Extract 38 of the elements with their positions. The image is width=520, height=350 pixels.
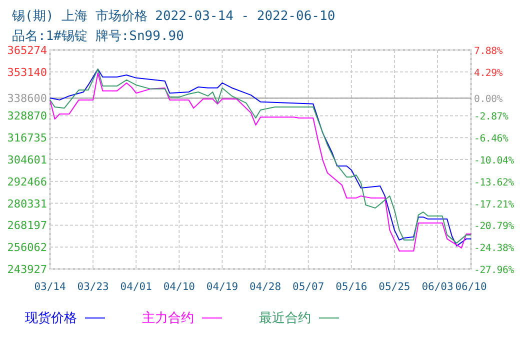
x-tick-label: 04/28 (249, 281, 282, 293)
y2-tick-label: 4.29% (474, 68, 503, 79)
y2-tick-label: 0.00% (474, 94, 503, 106)
x-tick-label: 04/19 (206, 281, 238, 293)
y2-tick-label: -2.87% (474, 112, 508, 123)
y-tick-label: 292466 (7, 175, 47, 188)
y-tick-label: 328870 (7, 110, 47, 123)
legend-label: 现货价格 (25, 311, 77, 326)
y2-tick-label: -24.38% (474, 243, 514, 254)
y2-tick-label: -20.79% (474, 221, 514, 232)
x-tick-label: 06/10 (455, 281, 487, 293)
y2-tick-label: -13.62% (474, 177, 514, 188)
y-tick-label: 304601 (7, 154, 47, 166)
x-tick-label: 04/01 (120, 281, 152, 293)
y-tick-label: 268197 (7, 219, 47, 232)
y2-tick-label: -17.21% (474, 199, 514, 210)
y-tick-label: 280331 (7, 197, 47, 210)
x-tick-label: 05/16 (336, 281, 368, 293)
y-tick-label: 338600 (7, 92, 47, 106)
x-tick-label: 05/07 (292, 281, 324, 293)
x-tick-label: 03/14 (34, 281, 66, 293)
x-tick-label: 03/23 (77, 281, 109, 293)
y-tick-label: 353140 (7, 66, 47, 79)
x-tick-label: 04/10 (163, 281, 195, 293)
legend-label: 主力合约 (142, 310, 194, 326)
chart-title: 锡(期) 上海 市场价格 2022-03-14 - 2022-06-10 (11, 9, 336, 24)
x-tick-label: 06/03 (422, 281, 454, 293)
y-tick-label: 316735 (7, 132, 47, 145)
y2-tick-label: -10.04% (474, 156, 514, 166)
y-tick-label: 365274 (7, 44, 48, 57)
x-tick-label: 05/25 (378, 281, 410, 293)
y-tick-label: 256062 (7, 241, 47, 254)
legend-label: 最近合约 (259, 311, 311, 326)
y-tick-label: 243927 (7, 263, 47, 276)
y2-tick-label: -27.96% (474, 265, 514, 276)
y2-tick-label: 7.88% (474, 46, 503, 57)
y2-tick-label: -6.46% (474, 134, 508, 145)
chart-subtitle: 品名:1#锡锭 牌号:Sn99.90 (12, 29, 184, 44)
